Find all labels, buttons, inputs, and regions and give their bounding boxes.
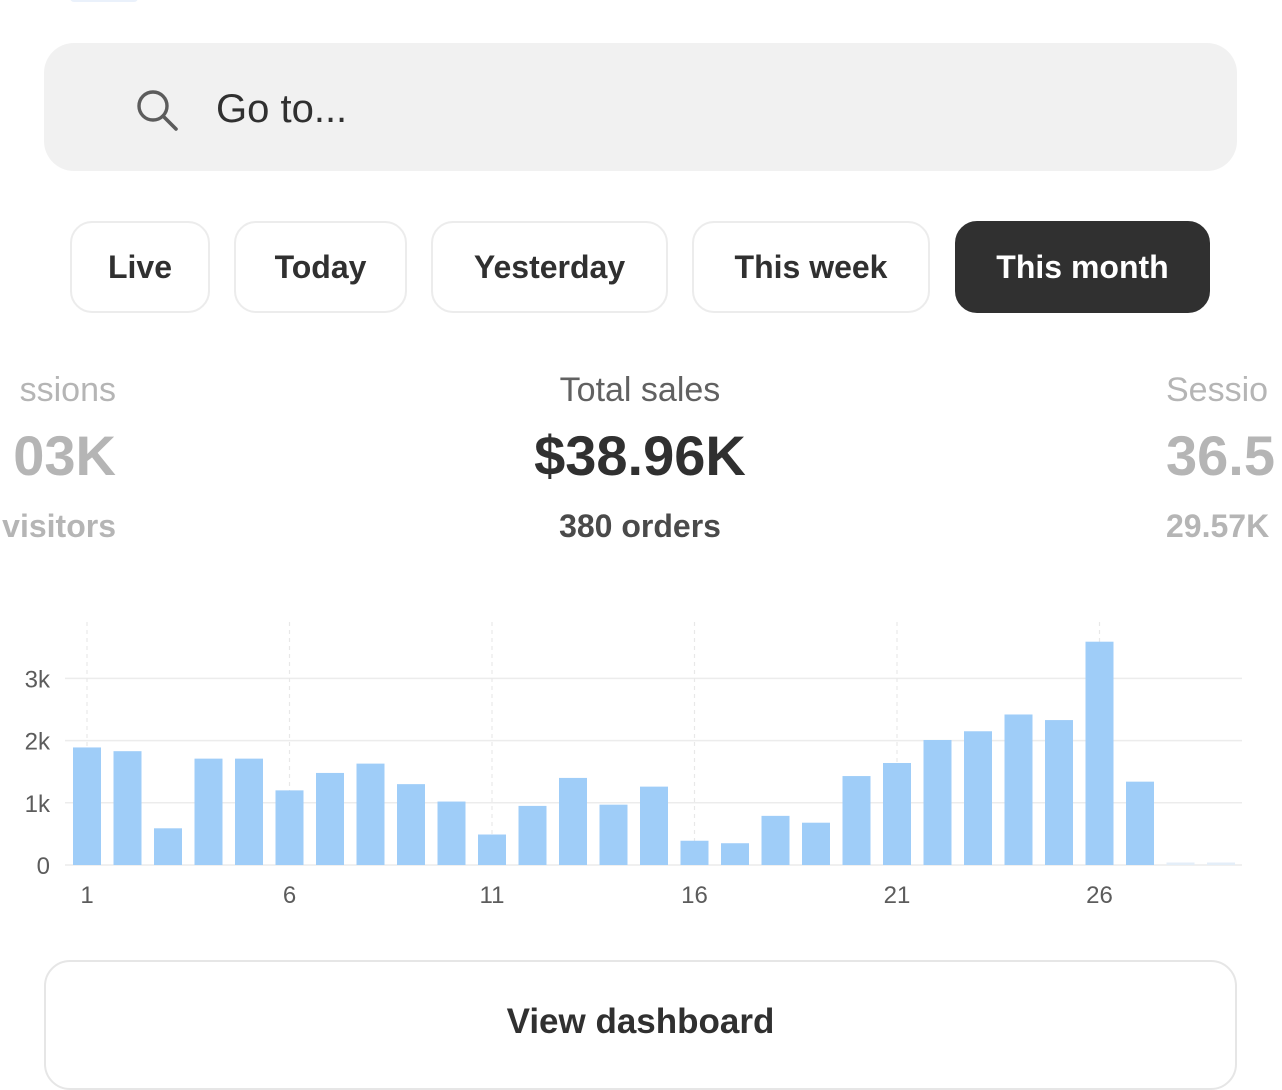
x-tick-label: 6 xyxy=(283,882,296,909)
chart-bar xyxy=(883,762,911,865)
chart-bar xyxy=(964,731,992,865)
x-tick-label: 26 xyxy=(1086,882,1113,909)
chart-bar xyxy=(275,790,304,865)
chart-bar xyxy=(154,828,182,865)
chart-bar xyxy=(518,805,547,865)
chart-bar xyxy=(802,822,830,865)
chart-bar xyxy=(640,786,668,865)
y-tick-label: 1k xyxy=(25,791,51,818)
chart-bar xyxy=(478,834,506,865)
metric-card-total-sales[interactable]: Total sales $38.96K 380 orders xyxy=(440,370,840,546)
metric-value: 03K xyxy=(13,424,116,487)
chart-bar xyxy=(194,758,223,865)
metric-label: Sessio xyxy=(1166,371,1269,409)
chart-bar xyxy=(1126,781,1154,865)
tab-today[interactable]: Today xyxy=(234,221,407,313)
y-tick-label: 3k xyxy=(25,666,51,693)
metric-card-sessions[interactable]: ssions 03K visitors xyxy=(0,370,116,546)
search-input[interactable] xyxy=(214,73,1118,145)
view-dashboard-label: View dashboard xyxy=(506,1002,775,1041)
chart-bar xyxy=(397,784,425,865)
chart-bar xyxy=(316,772,344,865)
chart-bar xyxy=(437,801,466,865)
metric-subtext: 29.57K xyxy=(1166,508,1270,544)
chart-bar xyxy=(1045,720,1073,865)
chart-bar xyxy=(559,777,587,865)
metric-label: Total sales xyxy=(559,371,721,409)
top-edge-element xyxy=(70,0,138,2)
chart-bar xyxy=(356,763,385,865)
chart-bar xyxy=(1166,862,1195,865)
x-tick-label: 11 xyxy=(480,882,505,909)
tab-yesterday[interactable]: Yesterday xyxy=(431,221,668,313)
metric-subtext: visitors xyxy=(2,508,116,544)
tab-this-week[interactable]: This week xyxy=(692,221,930,313)
metric-card-sessions-right[interactable]: Sessio 36.5 29.57K xyxy=(1166,370,1282,546)
x-tick-label: 16 xyxy=(681,882,708,909)
search-icon xyxy=(137,90,178,131)
chart-bar xyxy=(923,739,952,865)
chart-bar xyxy=(113,751,142,865)
chart-bar xyxy=(1085,641,1114,865)
y-tick-label: 0 xyxy=(37,853,50,880)
tab-live[interactable]: Live xyxy=(70,221,210,313)
view-dashboard-button[interactable]: View dashboard xyxy=(44,960,1237,1090)
chart-bar xyxy=(1207,862,1235,865)
chart-bar xyxy=(599,804,628,865)
x-tick-label: 21 xyxy=(884,882,911,909)
x-tick-label: 1 xyxy=(80,882,93,909)
chart-bar xyxy=(73,747,101,865)
chart-bar xyxy=(761,815,790,865)
chart-bar xyxy=(235,758,263,865)
metric-value: $38.96K xyxy=(534,424,746,487)
metric-label: ssions xyxy=(19,371,116,409)
chart-bar xyxy=(1004,714,1033,865)
chart-bar xyxy=(842,776,871,865)
search-bar[interactable] xyxy=(44,43,1237,171)
metric-subtext: 380 orders xyxy=(559,508,721,544)
metric-value: 36.5 xyxy=(1166,424,1275,487)
chart-bar xyxy=(721,843,749,865)
y-tick-label: 2k xyxy=(25,729,51,756)
tab-this-month[interactable]: This month xyxy=(955,221,1210,313)
chart-bar xyxy=(680,840,709,865)
